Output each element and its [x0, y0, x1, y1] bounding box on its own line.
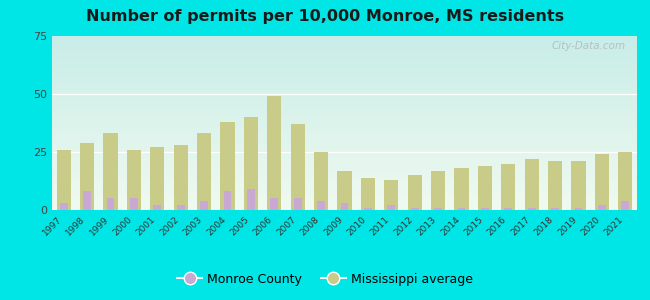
Bar — [548, 161, 562, 210]
Bar — [150, 147, 164, 210]
Bar — [478, 166, 492, 210]
Bar — [621, 201, 629, 210]
Bar — [294, 198, 302, 210]
Bar — [528, 208, 536, 210]
Bar — [501, 164, 515, 210]
Bar — [551, 208, 559, 210]
Bar — [220, 122, 235, 210]
Bar — [57, 150, 71, 210]
Text: City-Data.com: City-Data.com — [551, 41, 625, 51]
Bar — [291, 124, 305, 210]
Bar — [411, 208, 419, 210]
Bar — [504, 208, 512, 210]
Bar — [364, 208, 372, 210]
Bar — [60, 203, 68, 210]
Bar — [174, 145, 188, 210]
Bar — [431, 171, 445, 210]
Bar — [107, 198, 114, 210]
Bar — [83, 191, 91, 210]
Bar — [575, 208, 582, 210]
Bar — [571, 161, 586, 210]
Bar — [525, 159, 539, 210]
Bar — [337, 171, 352, 210]
Bar — [177, 206, 185, 210]
Bar — [595, 154, 609, 210]
Bar — [361, 178, 375, 210]
Bar — [267, 96, 281, 210]
Bar — [454, 168, 469, 210]
Bar — [481, 208, 489, 210]
Bar — [598, 206, 606, 210]
Text: Number of permits per 10,000 Monroe, MS residents: Number of permits per 10,000 Monroe, MS … — [86, 9, 564, 24]
Legend: Monroe County, Mississippi average: Monroe County, Mississippi average — [172, 268, 478, 291]
Bar — [387, 206, 395, 210]
Bar — [153, 206, 161, 210]
Bar — [384, 180, 398, 210]
Bar — [224, 191, 231, 210]
Bar — [200, 201, 208, 210]
Bar — [103, 134, 118, 210]
Bar — [458, 208, 465, 210]
Bar — [130, 198, 138, 210]
Bar — [80, 143, 94, 210]
Bar — [247, 189, 255, 210]
Bar — [341, 203, 348, 210]
Bar — [408, 175, 422, 210]
Bar — [434, 208, 442, 210]
Bar — [618, 152, 632, 210]
Bar — [197, 134, 211, 210]
Bar — [127, 150, 141, 210]
Bar — [317, 201, 325, 210]
Bar — [244, 117, 258, 210]
Bar — [314, 152, 328, 210]
Bar — [270, 198, 278, 210]
